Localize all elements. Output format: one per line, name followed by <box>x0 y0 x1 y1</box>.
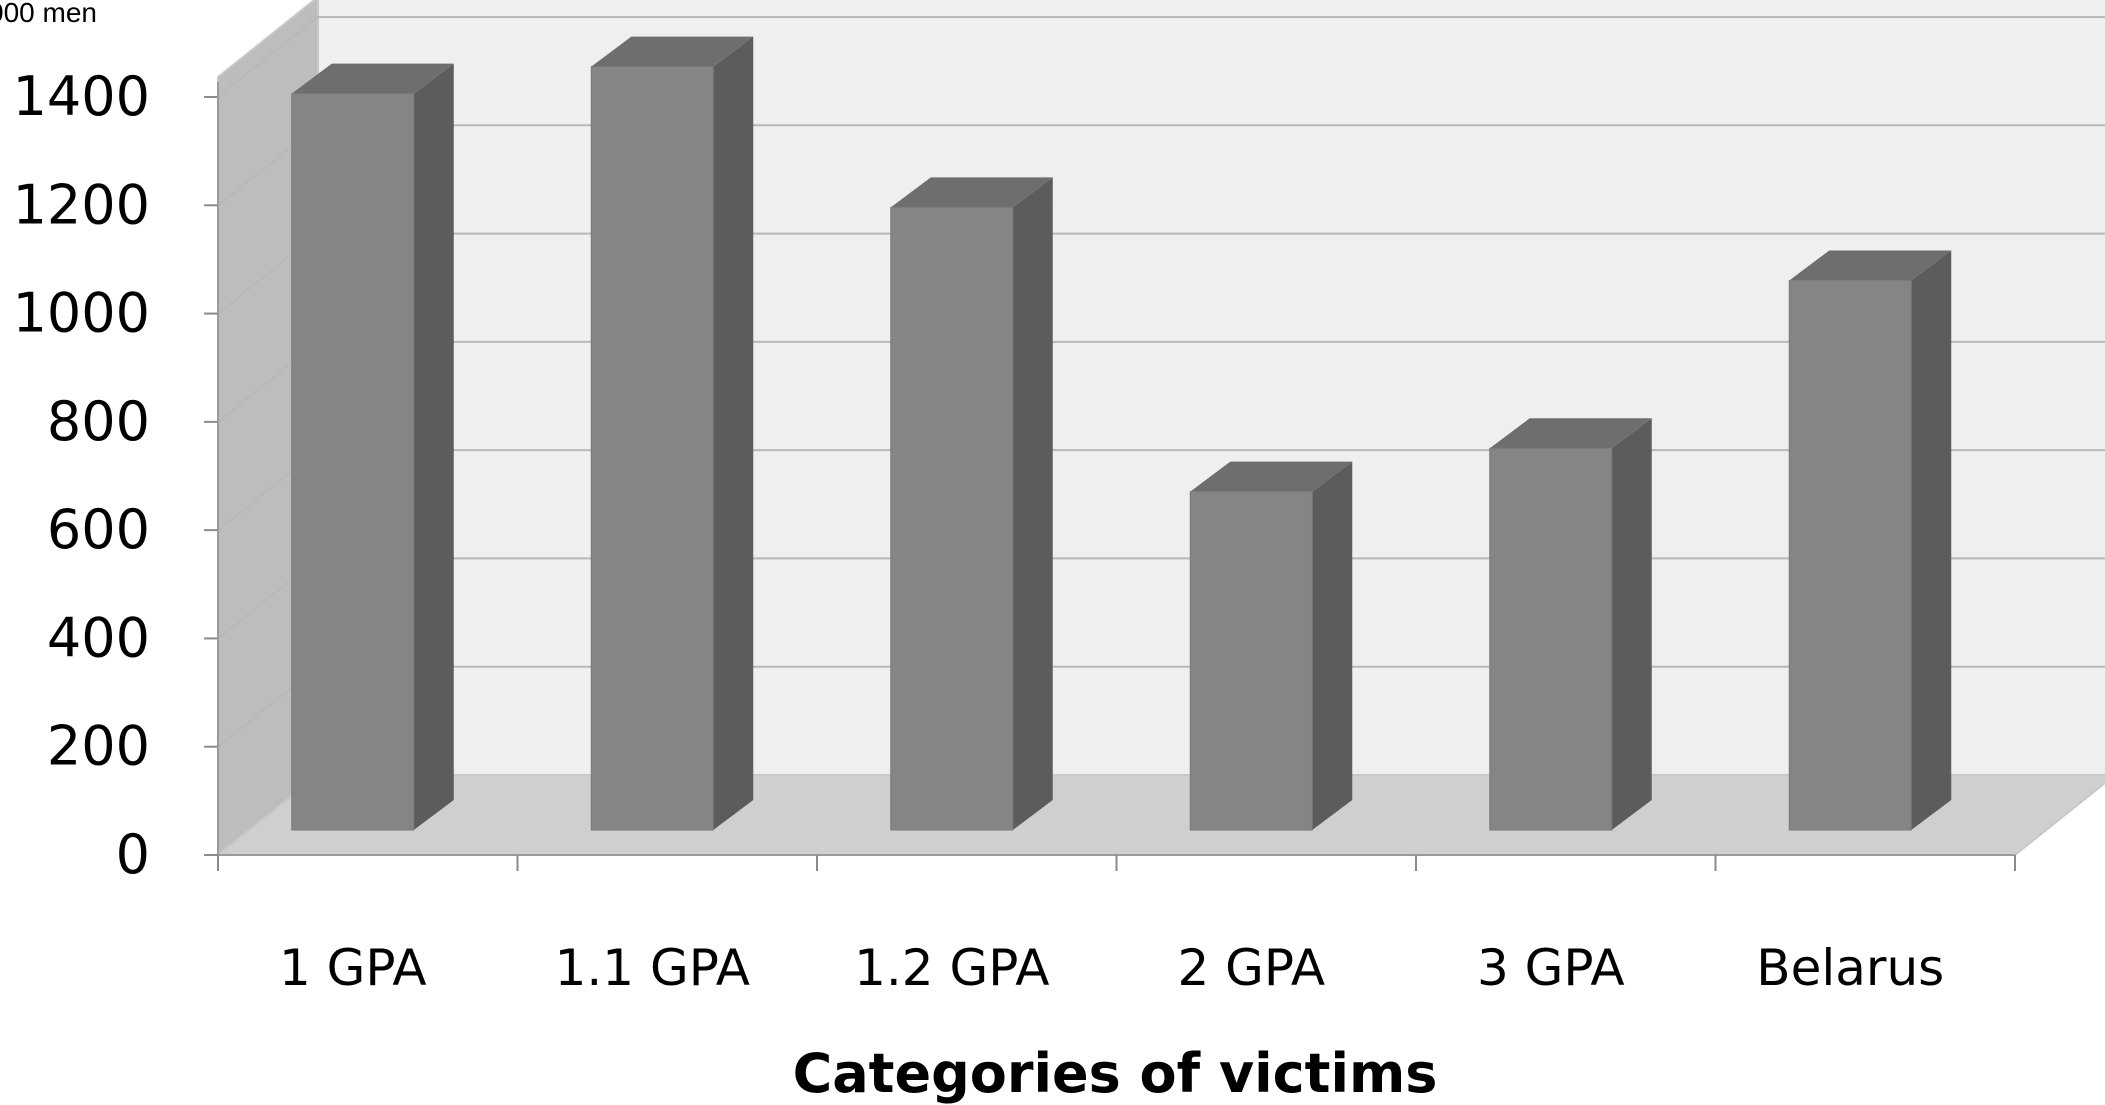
x-tick-labels: 1 GPA 1.1 GPA 1.2 GPA 2 GPA 3 GPA Belarus <box>279 939 1944 997</box>
bar <box>590 66 714 831</box>
x-tick-label: 2 GPA <box>1177 939 1325 997</box>
bar-side <box>1911 250 1952 830</box>
x-axis-label: Categories of victims <box>793 1042 1438 1105</box>
bar <box>1489 447 1613 831</box>
bar-group <box>1788 250 1952 831</box>
y-tick-labels: 0 200 400 600 800 1000 1200 1400 <box>13 65 150 886</box>
bar-group <box>590 36 754 831</box>
bar-group <box>1189 461 1353 831</box>
bar-top <box>291 63 454 94</box>
bar-side <box>1312 461 1353 830</box>
y-tick-label: 1200 <box>13 173 150 236</box>
y-tick-label: 1000 <box>13 282 150 345</box>
x-tick-label: 1.1 GPA <box>555 939 750 997</box>
bar <box>1788 279 1912 831</box>
x-tick-label: Belarus <box>1756 939 1944 997</box>
bar <box>291 93 415 831</box>
bar-group <box>291 63 454 831</box>
y-tick-label: 400 <box>47 606 150 669</box>
bar <box>1189 491 1313 831</box>
y-tick-label: 0 <box>116 823 150 886</box>
bar-top <box>1789 250 1952 281</box>
y-tick-label: 200 <box>47 715 150 778</box>
bar-top <box>591 36 754 67</box>
bar <box>890 206 1014 831</box>
x-tick-label: 3 GPA <box>1477 939 1625 997</box>
bar-top <box>1190 461 1353 492</box>
axes <box>217 82 2016 871</box>
bar-top <box>1489 418 1652 449</box>
bar-side <box>1611 418 1652 830</box>
bar-side <box>1012 177 1053 830</box>
y-tick-label: 600 <box>47 498 150 561</box>
y-axis-label: 000 men <box>0 0 97 28</box>
bar-side <box>713 36 754 831</box>
bar-group <box>1489 418 1652 831</box>
bars <box>291 36 1952 831</box>
bar-side <box>413 63 454 830</box>
gridline-side <box>217 16 319 98</box>
bar-top <box>890 177 1053 208</box>
x-tick-label: 1 GPA <box>279 939 427 997</box>
y-tick-label: 800 <box>47 390 150 453</box>
bar-group <box>890 177 1053 831</box>
y-tick-label: 1400 <box>13 65 150 128</box>
x-tick-label: 1.2 GPA <box>854 939 1049 997</box>
